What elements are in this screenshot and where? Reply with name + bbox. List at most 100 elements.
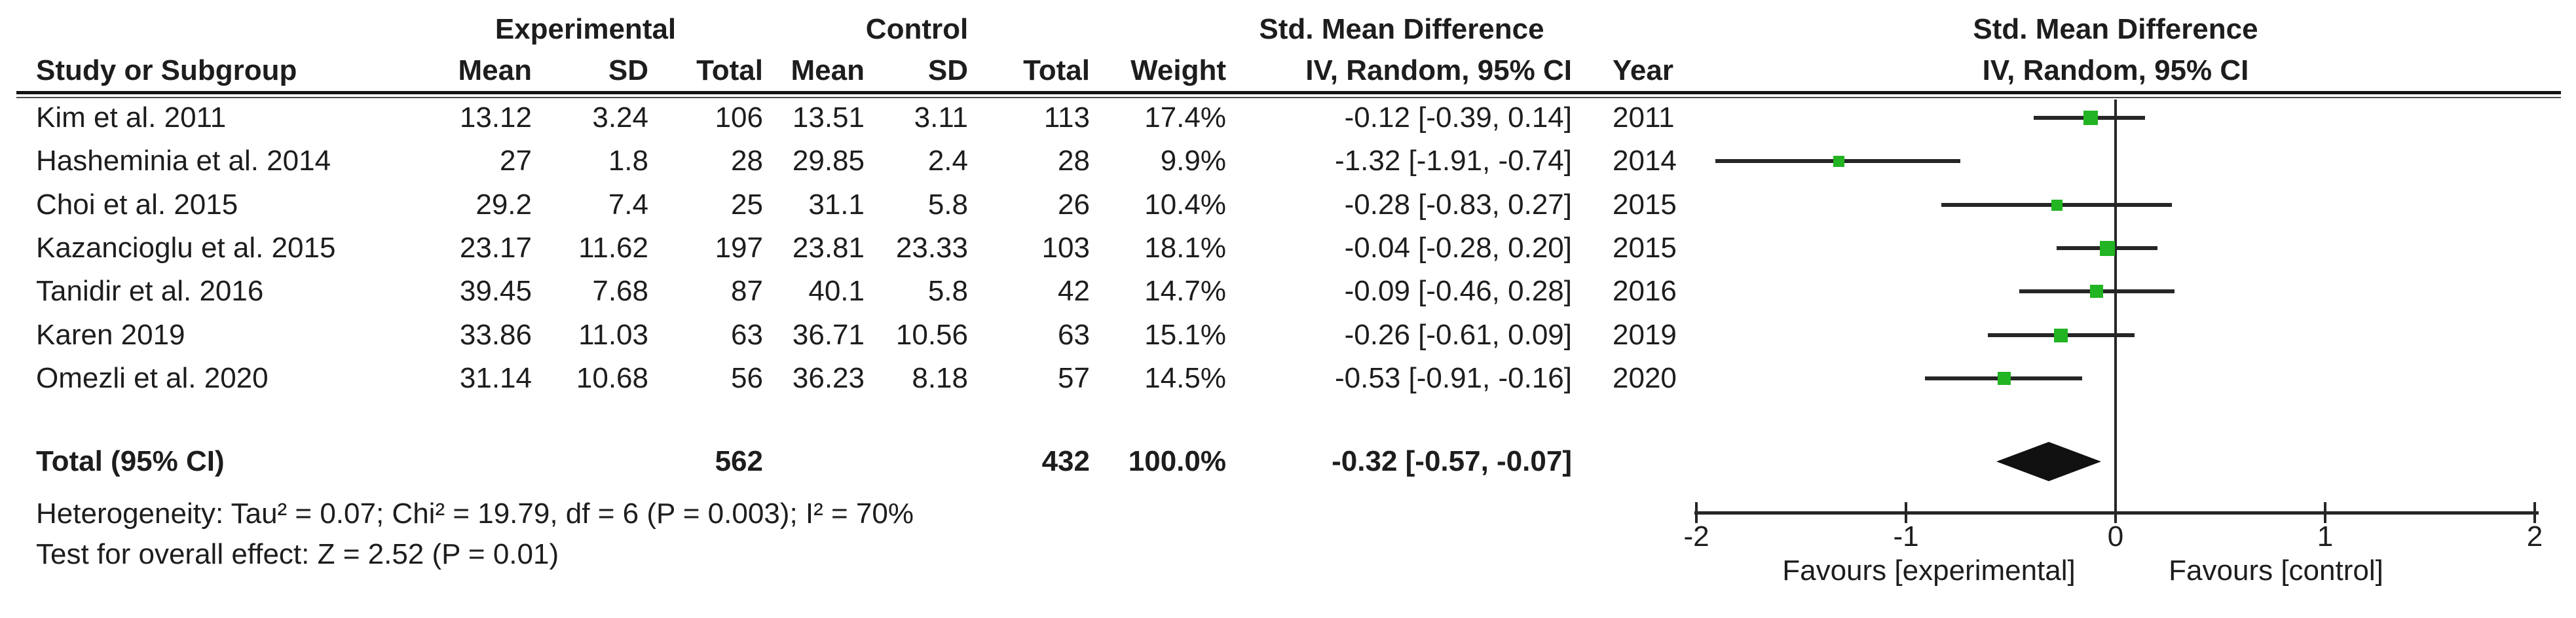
header-rule xyxy=(16,91,2561,94)
ctl-mean: 36.23 xyxy=(792,362,865,394)
study-label: Kazancioglu et al. 2015 xyxy=(36,232,336,264)
axis-tick xyxy=(1905,502,1907,523)
axis-tick-label: 2 xyxy=(2526,520,2543,553)
summary-diamond xyxy=(1996,442,2101,481)
ctl-total: 26 xyxy=(1058,189,1090,221)
weight: 15.1% xyxy=(1144,319,1226,351)
exp-total: 56 xyxy=(731,362,763,394)
weight: 18.1% xyxy=(1144,232,1226,264)
group-header-experimental: Experimental xyxy=(495,13,677,45)
header-rule-2 xyxy=(16,97,2561,98)
ctl-mean: 23.81 xyxy=(792,232,865,264)
exp-total: 197 xyxy=(715,232,763,264)
axis-tick-label: -2 xyxy=(1683,520,1709,553)
ctl-total: 63 xyxy=(1058,319,1090,351)
exp-sd: 10.68 xyxy=(576,362,648,394)
exp-sd: 11.62 xyxy=(578,232,648,264)
effect-square xyxy=(2090,285,2103,298)
year: 2015 xyxy=(1613,189,1677,221)
exp-sd: 11.03 xyxy=(578,319,648,351)
ci-text: -0.09 [-0.46, 0.28] xyxy=(1344,275,1572,307)
col-header-ctl-total: Total xyxy=(1023,54,1090,86)
total-exp-total: 562 xyxy=(715,445,763,477)
col-header-exp-mean: Mean xyxy=(458,54,532,86)
study-label: Choi et al. 2015 xyxy=(36,189,238,221)
ctl-sd: 5.8 xyxy=(927,189,968,221)
ctl-total: 42 xyxy=(1058,275,1090,307)
col-header-year: Year xyxy=(1613,54,1673,86)
col-header-ctl-sd: SD xyxy=(927,54,968,86)
effect-square xyxy=(2054,329,2068,342)
study-label: Karen 2019 xyxy=(36,319,185,351)
plot-header-model: IV, Random, 95% CI xyxy=(1982,54,2249,86)
col-header-exp-sd: SD xyxy=(608,54,648,86)
year: 2015 xyxy=(1613,232,1677,264)
effect-square xyxy=(2051,200,2063,211)
exp-sd: 7.4 xyxy=(608,189,648,221)
exp-mean: 31.14 xyxy=(459,362,532,394)
exp-mean: 13.12 xyxy=(459,101,532,134)
group-header-control: Control xyxy=(865,13,969,45)
year: 2020 xyxy=(1613,362,1677,394)
study-label: Omezli et al. 2020 xyxy=(36,362,269,394)
exp-total: 106 xyxy=(715,101,763,134)
total-ctl-total: 432 xyxy=(1041,445,1090,477)
col-header-weight: Weight xyxy=(1130,54,1226,86)
group-header-smd: Std. Mean Difference xyxy=(1259,13,1544,45)
year: 2014 xyxy=(1613,145,1677,177)
weight: 17.4% xyxy=(1144,101,1226,134)
year: 2019 xyxy=(1613,319,1677,351)
exp-mean: 39.45 xyxy=(459,275,532,307)
exp-mean: 29.2 xyxy=(476,189,532,221)
ctl-total: 103 xyxy=(1041,232,1090,264)
ctl-total: 113 xyxy=(1043,101,1090,134)
ctl-sd: 5.8 xyxy=(927,275,968,307)
heterogeneity-text: Heterogeneity: Tau² = 0.07; Chi² = 19.79… xyxy=(36,498,914,530)
ctl-mean: 29.85 xyxy=(792,145,865,177)
ctl-mean: 40.1 xyxy=(808,275,865,307)
axis-tick-label: 1 xyxy=(2317,520,2334,553)
axis-tick xyxy=(2533,502,2536,523)
effect-square xyxy=(2083,111,2098,125)
col-header-exp-total: Total xyxy=(696,54,763,86)
axis-tick-label: 0 xyxy=(2107,520,2124,553)
ci-text: -0.04 [-0.28, 0.20] xyxy=(1344,232,1572,264)
weight: 14.5% xyxy=(1144,362,1226,394)
ci-text: -0.28 [-0.83, 0.27] xyxy=(1344,189,1572,221)
exp-mean: 27 xyxy=(500,145,532,177)
total-label: Total (95% CI) xyxy=(36,445,225,477)
exp-mean: 33.86 xyxy=(459,319,532,351)
exp-total: 28 xyxy=(731,145,763,177)
weight: 14.7% xyxy=(1144,275,1226,307)
ctl-sd: 10.56 xyxy=(895,319,968,351)
year: 2016 xyxy=(1613,275,1677,307)
year: 2011 xyxy=(1613,101,1675,134)
exp-mean: 23.17 xyxy=(459,232,532,264)
col-header-study: Study or Subgroup xyxy=(36,54,297,86)
ctl-sd: 3.11 xyxy=(914,101,968,134)
exp-total: 63 xyxy=(731,319,763,351)
axis-tick-label: -1 xyxy=(1893,520,1919,553)
ci-text: -0.53 [-0.91, -0.16] xyxy=(1335,362,1572,394)
ctl-mean: 36.71 xyxy=(792,319,865,351)
effect-square xyxy=(1833,156,1844,167)
ci-text: -0.26 [-0.61, 0.09] xyxy=(1344,319,1572,351)
ctl-total: 57 xyxy=(1058,362,1090,394)
exp-total: 87 xyxy=(731,275,763,307)
weight: 9.9% xyxy=(1160,145,1226,177)
exp-total: 25 xyxy=(731,189,763,221)
total-weight: 100.0% xyxy=(1128,445,1226,477)
favours-control-label: Favours [control] xyxy=(2169,554,2383,587)
plot-header-smd: Std. Mean Difference xyxy=(1973,13,2258,45)
axis-tick xyxy=(2114,502,2117,523)
ci-text: -0.12 [-0.39, 0.14] xyxy=(1344,101,1572,134)
overall-effect-text: Test for overall effect: Z = 2.52 (P = 0… xyxy=(36,538,559,570)
ctl-sd: 23.33 xyxy=(895,232,968,264)
ctl-total: 28 xyxy=(1058,145,1090,177)
study-label: Tanidir et al. 2016 xyxy=(36,275,264,307)
ctl-sd: 8.18 xyxy=(912,362,968,394)
exp-sd: 3.24 xyxy=(592,101,648,134)
ctl-sd: 2.4 xyxy=(927,145,968,177)
weight: 10.4% xyxy=(1144,189,1226,221)
ci-text: -1.32 [-1.91, -0.74] xyxy=(1335,145,1572,177)
